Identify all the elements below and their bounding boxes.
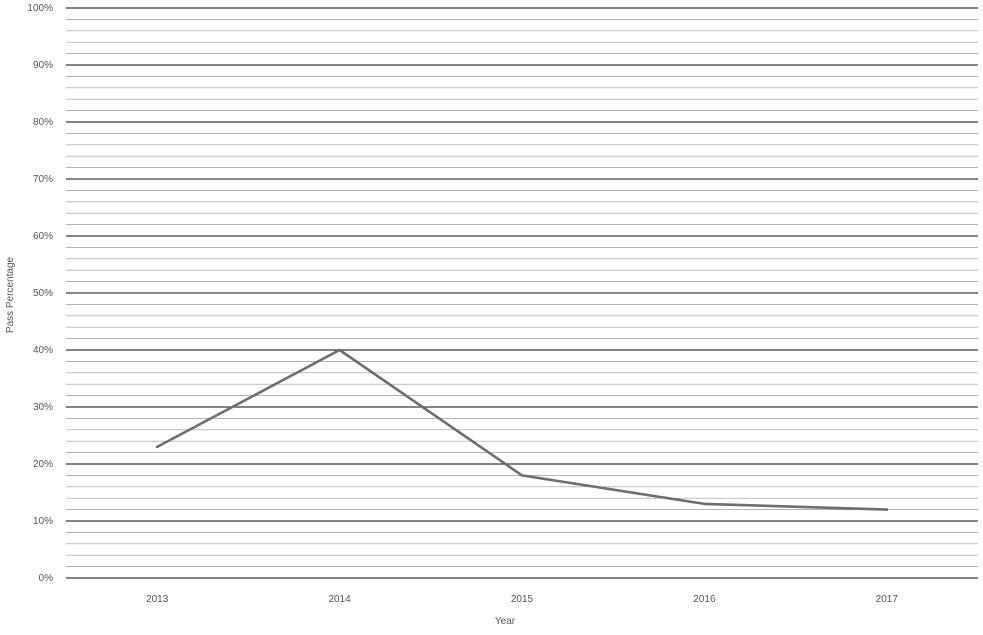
y-tick-label: 100% (27, 3, 53, 14)
y-tick-label: 70% (33, 174, 53, 185)
data-point-2013 (155, 445, 159, 449)
x-tick-label: 2016 (693, 594, 716, 605)
x-tick-label: 2014 (328, 594, 351, 605)
y-tick-label: 80% (33, 117, 53, 128)
data-point-2014 (338, 348, 341, 352)
y-tick-label: 60% (33, 231, 53, 242)
gridlines (66, 7, 978, 579)
y-tick-label: 0% (39, 573, 54, 584)
data-point-2016 (703, 502, 706, 506)
y-tick-label: 50% (33, 288, 53, 299)
x-tick-label: 2015 (511, 594, 534, 605)
data-point-2015 (520, 474, 524, 477)
y-tick-label: 30% (33, 402, 53, 413)
series-layer (155, 348, 889, 511)
y-tick-label: 10% (33, 516, 53, 527)
y-tick-label: 40% (33, 345, 53, 356)
x-axis-title: Year (495, 616, 516, 627)
x-axis-ticks: 2013 2014 2015 2016 2017 (146, 594, 898, 605)
data-point-2017 (885, 508, 889, 511)
y-tick-label: 90% (33, 60, 53, 71)
y-tick-label: 20% (33, 459, 53, 470)
y-axis-title: Pass Percentage (5, 256, 16, 333)
x-tick-label: 2013 (146, 594, 169, 605)
x-tick-label: 2017 (876, 594, 899, 605)
y-axis-ticks: 0% 10% 20% 30% 40% 50% 60% 70% 80% 90% 100% (27, 3, 53, 584)
